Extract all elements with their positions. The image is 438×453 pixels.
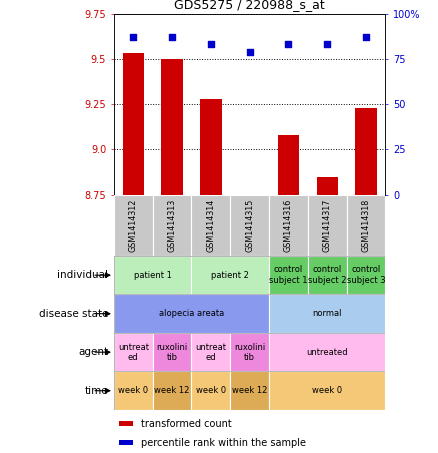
Bar [269, 195, 308, 256]
Text: GSM1414316: GSM1414316 [284, 199, 293, 252]
Text: transformed count: transformed count [141, 419, 232, 429]
Text: control
subject 2: control subject 2 [308, 265, 346, 285]
Bar [230, 371, 269, 410]
Bar [355, 108, 377, 195]
Bar [123, 53, 144, 195]
Bar [269, 294, 385, 333]
Bar [191, 333, 230, 371]
Bar [308, 195, 346, 256]
Point [363, 34, 370, 41]
Text: disease state: disease state [39, 308, 109, 319]
Point [324, 41, 331, 48]
Text: GSM1414318: GSM1414318 [361, 199, 371, 252]
Bar [230, 333, 269, 371]
Text: untreat
ed: untreat ed [195, 342, 226, 362]
Bar [191, 256, 269, 294]
Text: percentile rank within the sample: percentile rank within the sample [141, 438, 306, 448]
Text: GSM1414314: GSM1414314 [206, 199, 215, 252]
Text: week 0: week 0 [118, 386, 148, 395]
Text: week 12: week 12 [154, 386, 190, 395]
Text: untreated: untreated [307, 348, 348, 357]
Bar [239, 195, 260, 197]
Text: patient 1: patient 1 [134, 271, 172, 280]
Bar [191, 195, 230, 256]
Bar [269, 371, 385, 410]
Text: individual: individual [57, 270, 109, 280]
Bar [153, 333, 191, 371]
Bar [114, 333, 153, 371]
Bar [346, 195, 385, 256]
Text: GSM1414317: GSM1414317 [323, 199, 332, 252]
Title: GDS5275 / 220988_s_at: GDS5275 / 220988_s_at [174, 0, 325, 11]
Bar [200, 99, 222, 195]
Text: GSM1414313: GSM1414313 [168, 199, 177, 252]
Point [246, 48, 253, 55]
Text: week 0: week 0 [196, 386, 226, 395]
Bar [317, 177, 338, 195]
Bar [278, 135, 299, 195]
Text: alopecia areata: alopecia areata [159, 309, 224, 318]
Bar [119, 421, 133, 426]
Text: patient 2: patient 2 [211, 271, 249, 280]
Bar [230, 195, 269, 256]
Text: normal: normal [312, 309, 342, 318]
Bar [153, 195, 191, 256]
Bar [346, 256, 385, 294]
Point [285, 41, 292, 48]
Text: agent: agent [78, 347, 109, 357]
Point [130, 34, 137, 41]
Bar [269, 256, 308, 294]
Text: untreat
ed: untreat ed [118, 342, 149, 362]
Bar [308, 256, 346, 294]
Bar [114, 294, 269, 333]
Bar [191, 371, 230, 410]
Bar [114, 195, 153, 256]
Bar [162, 59, 183, 195]
Text: control
subject 1: control subject 1 [269, 265, 308, 285]
Bar [153, 371, 191, 410]
Text: week 0: week 0 [312, 386, 343, 395]
Bar [114, 256, 191, 294]
Bar [114, 371, 153, 410]
Point [207, 41, 214, 48]
Text: time: time [85, 386, 109, 396]
Text: ruxolini
tib: ruxolini tib [234, 342, 265, 362]
Bar [119, 440, 133, 445]
Text: GSM1414315: GSM1414315 [245, 199, 254, 252]
Bar [269, 333, 385, 371]
Text: control
subject 3: control subject 3 [347, 265, 385, 285]
Text: ruxolini
tib: ruxolini tib [156, 342, 188, 362]
Point [169, 34, 176, 41]
Text: week 12: week 12 [232, 386, 267, 395]
Text: GSM1414312: GSM1414312 [129, 199, 138, 252]
